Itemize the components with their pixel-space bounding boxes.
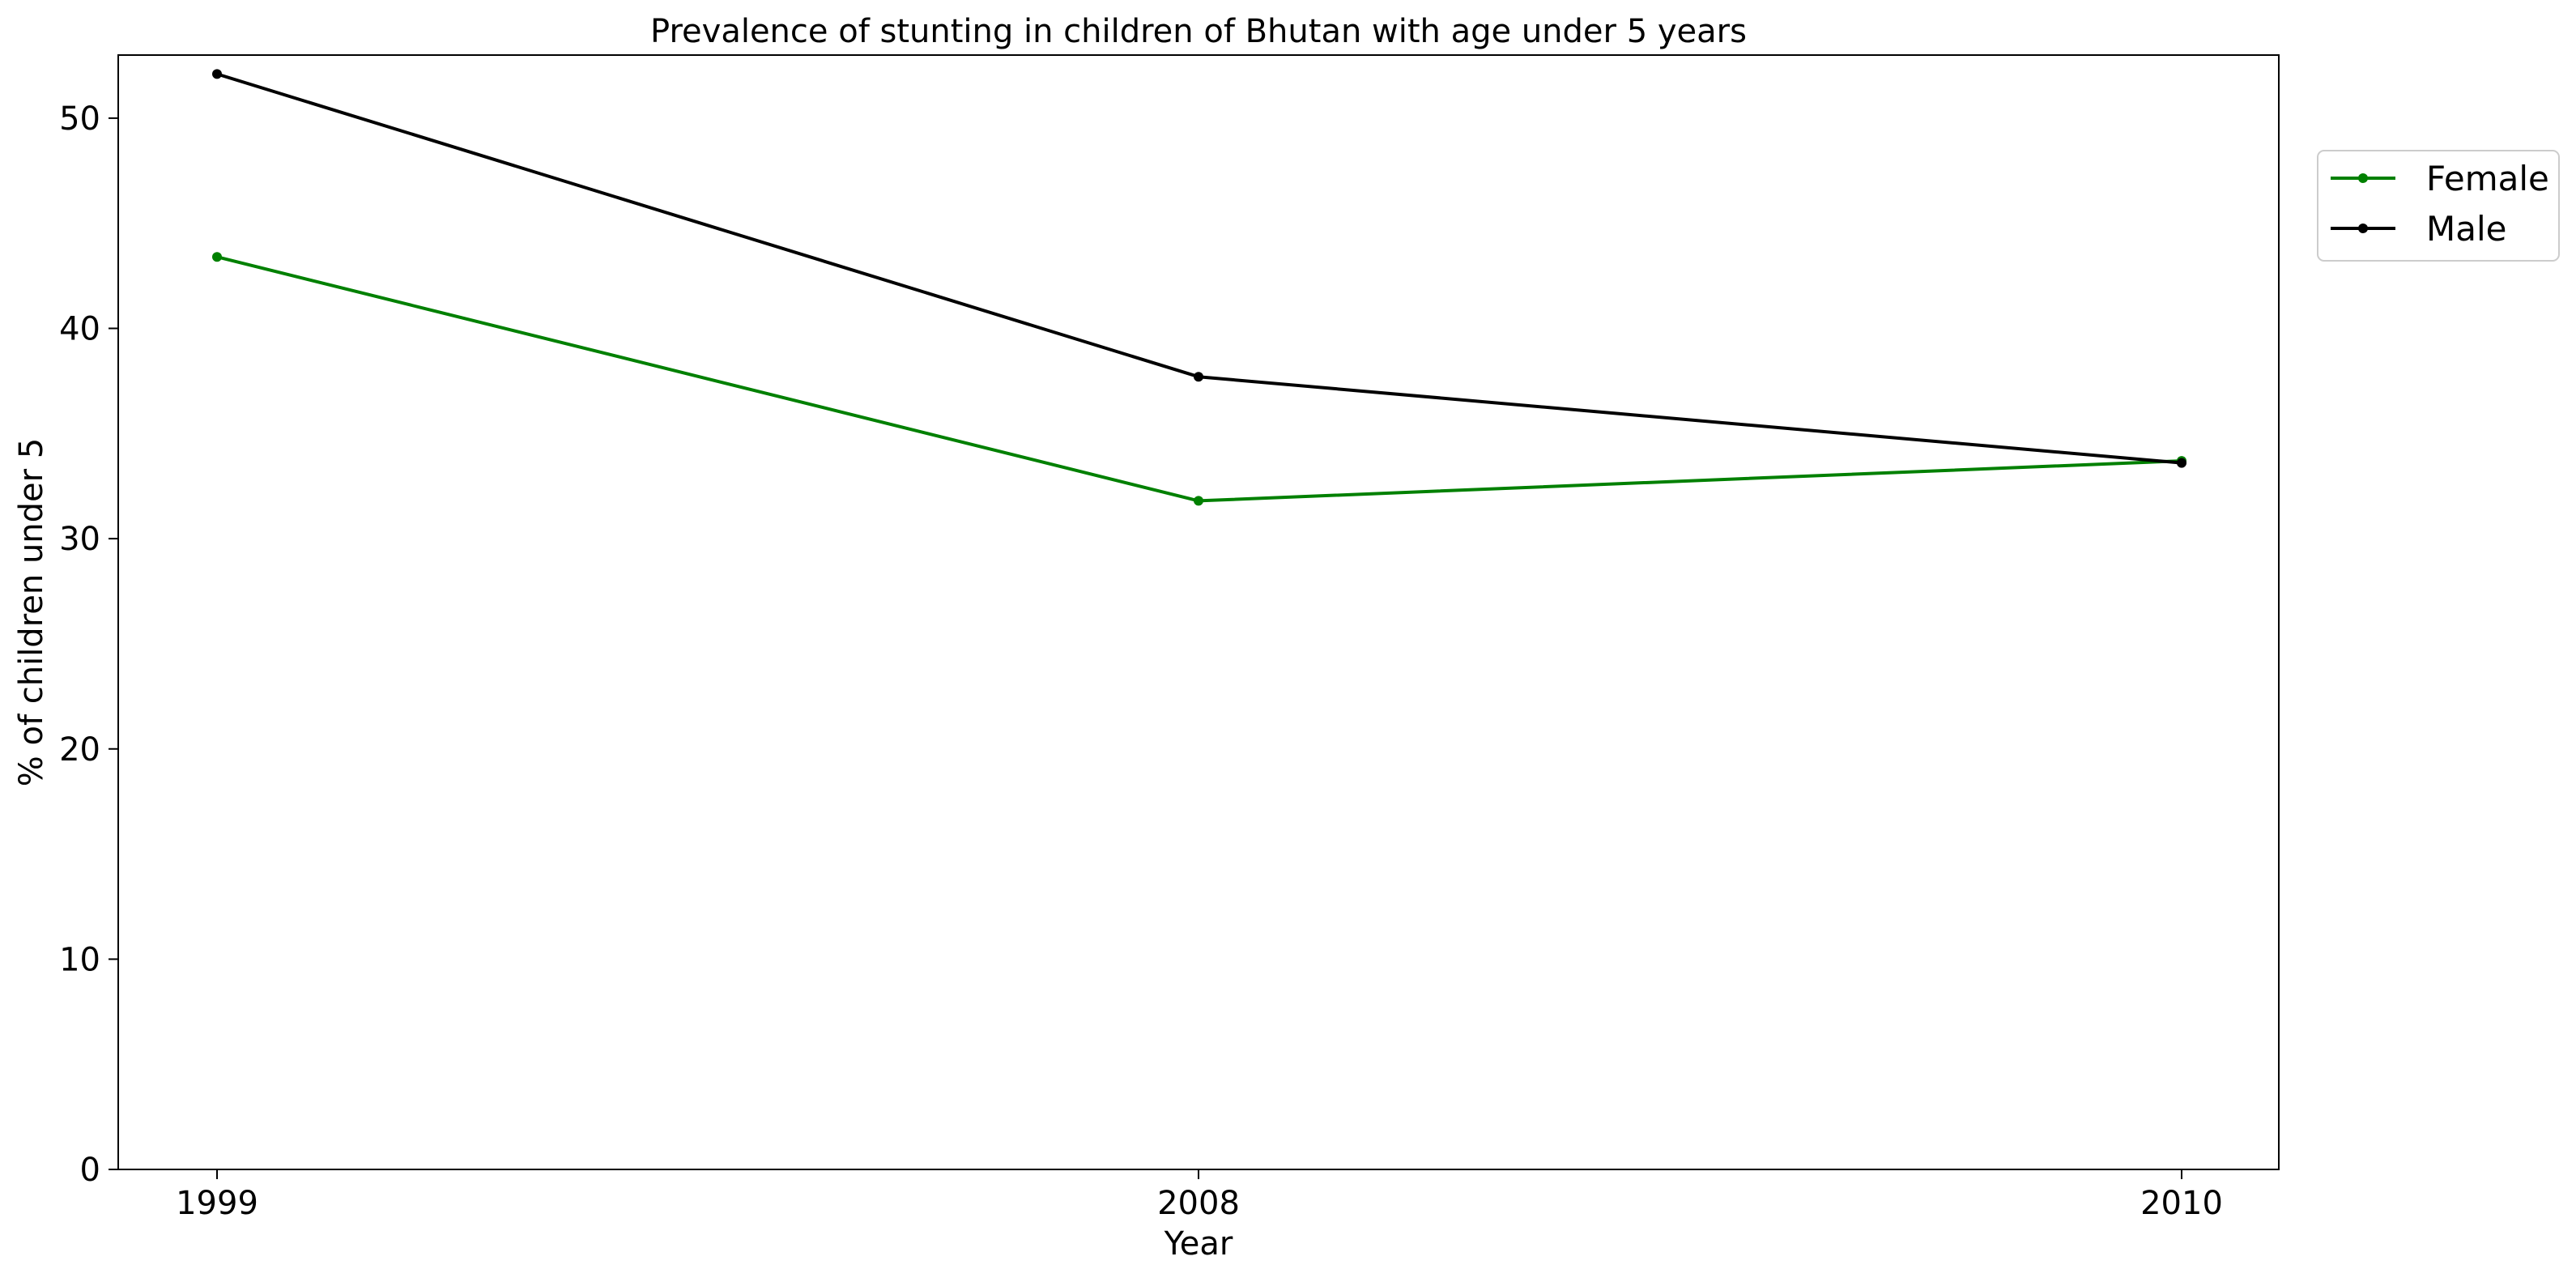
legend-item-female: Female [2331, 159, 2549, 198]
data-point [212, 69, 222, 79]
series-female [212, 252, 2186, 506]
legend-marker [2358, 224, 2368, 233]
x-axis-label: Year [1164, 1225, 1233, 1263]
series-male [212, 69, 2186, 468]
legend-label: Female [2426, 159, 2549, 198]
y-tick-label: 30 [59, 521, 100, 558]
data-point [1194, 372, 1203, 382]
series-lines [212, 69, 2186, 506]
x-tick-label: 1999 [176, 1185, 258, 1222]
legend-item-male: Male [2331, 209, 2506, 249]
y-tick-label: 50 [59, 100, 100, 138]
data-point [1194, 496, 1203, 506]
data-point [2177, 458, 2186, 468]
y-tick-label: 40 [59, 311, 100, 348]
chart-title: Prevalence of stunting in children of Bh… [650, 13, 1747, 50]
y-axis-label: % of children under 5 [13, 438, 50, 787]
legend-label: Male [2426, 209, 2506, 249]
axis-ticks: 0 10 20 30 40 50 1999 2008 2010 [59, 100, 2223, 1222]
y-tick-label: 0 [80, 1152, 100, 1189]
plot-frame [117, 54, 2280, 1170]
y-tick-label: 20 [59, 731, 100, 769]
legend: Female Male [2317, 150, 2560, 262]
legend-marker [2358, 173, 2368, 183]
x-tick-label: 2010 [2140, 1185, 2223, 1222]
data-point [212, 252, 222, 262]
x-tick-label: 2008 [1157, 1185, 1240, 1222]
y-tick-label: 10 [59, 941, 100, 978]
